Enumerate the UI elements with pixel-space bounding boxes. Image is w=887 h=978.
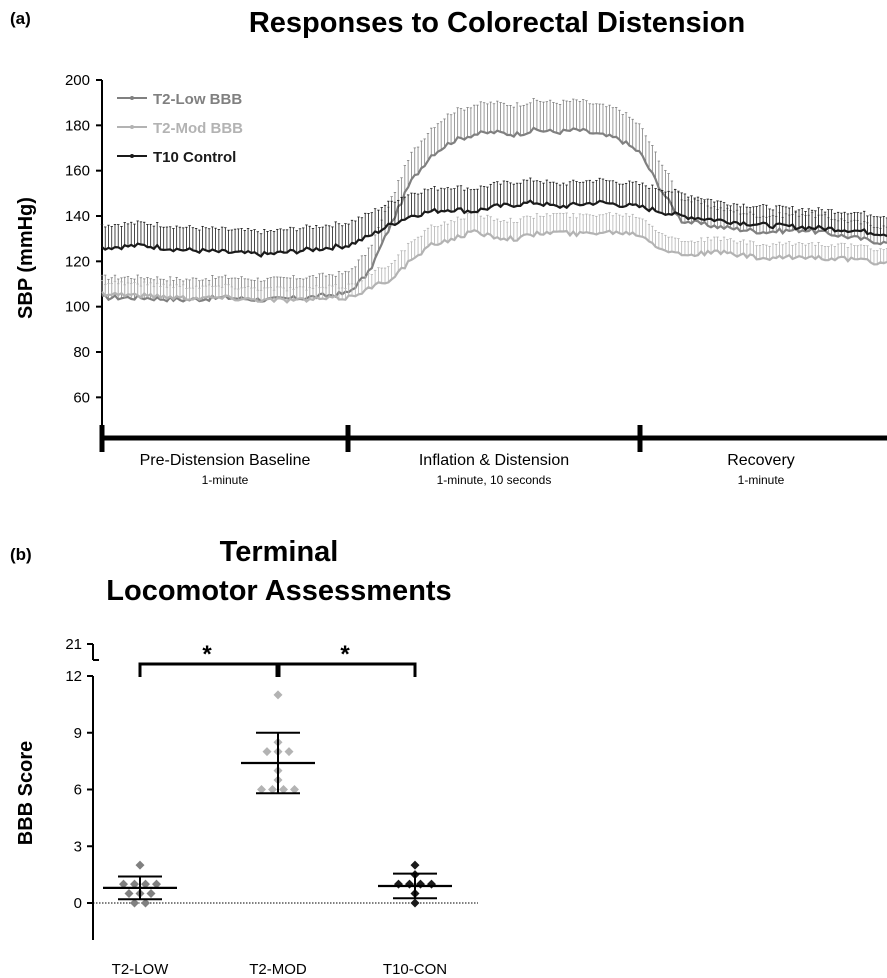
category-label-t2-mod: T2-MOD xyxy=(249,961,307,978)
panel-a-letter: (a) xyxy=(10,9,31,28)
significance-brackets: * * xyxy=(138,641,417,677)
panel-a-axes: 60 80 100 120 140 160 180 200 xyxy=(65,72,103,430)
panel-b-ytick-label: 12 xyxy=(65,668,82,685)
phase-label-inflation: Inflation & Distension xyxy=(419,452,569,469)
data-point xyxy=(427,879,436,889)
data-point xyxy=(152,879,161,889)
group-t2-mod xyxy=(241,690,315,795)
panel-b-ytick-label: 21 xyxy=(65,636,82,653)
panel-a-ytick-label: 60 xyxy=(73,389,90,406)
phase-timeline xyxy=(99,425,887,452)
panel-a-title: Responses to Colorectal Distension xyxy=(249,7,745,39)
data-point xyxy=(119,879,128,889)
panel-a-series xyxy=(100,98,887,304)
group-t2-low xyxy=(103,860,177,908)
legend-entry-t10-control: T10 Control xyxy=(117,149,236,166)
panel-a-ytick-label: 120 xyxy=(65,253,90,270)
panel-b-title-line1: Terminal xyxy=(220,536,339,568)
legend-entry-t2-low: T2-Low BBB xyxy=(117,91,242,108)
data-point xyxy=(141,879,150,889)
data-point xyxy=(124,889,134,899)
data-point xyxy=(410,898,420,908)
panel-a-ytick-label: 100 xyxy=(65,299,90,316)
legend-label-t10-control: T10 Control xyxy=(153,149,236,166)
data-point xyxy=(135,860,145,870)
panel-b: (b) Terminal Locomotor Assessments BBB S… xyxy=(10,536,478,978)
legend-label-t2-low: T2-Low BBB xyxy=(153,91,242,108)
phase-sublabel-inflation: 1-minute, 10 seconds xyxy=(437,473,552,487)
data-point xyxy=(394,879,403,889)
panel-b-axes: 0 3 6 9 12 21 T2-LOW T2-MOD T10-CON xyxy=(65,636,478,978)
phase-sublabel-recovery: 1-minute xyxy=(738,473,785,487)
data-point xyxy=(130,879,139,889)
panel-a-ytick-label: 200 xyxy=(65,72,90,89)
panel-b-data xyxy=(103,690,452,908)
legend-entry-t2-mod: T2-Mod BBB xyxy=(117,120,243,137)
panel-b-ytick-label: 6 xyxy=(74,782,82,799)
bracket-low-mod xyxy=(138,662,279,677)
data-point xyxy=(410,860,420,870)
data-point xyxy=(416,879,425,889)
data-point xyxy=(146,889,156,899)
panel-a-ytick-label: 80 xyxy=(73,344,90,361)
panel-b-ylabel: BBB Score xyxy=(15,741,37,845)
data-point xyxy=(290,785,299,794)
series-t2-mod-bbb xyxy=(100,211,887,304)
series-line xyxy=(101,199,887,258)
sig-star-low-mod: * xyxy=(202,641,212,668)
phase-sublabel-baseline: 1-minute xyxy=(202,473,249,487)
panel-b-title-line2: Locomotor Assessments xyxy=(106,575,451,607)
data-point xyxy=(273,690,283,700)
sig-star-mod-con: * xyxy=(340,641,350,668)
panel-a: (a) Responses to Colorectal Distension S… xyxy=(10,7,887,487)
panel-b-ytick-label: 9 xyxy=(74,725,82,742)
phase-label-baseline: Pre-Distension Baseline xyxy=(140,452,311,469)
data-point xyxy=(130,898,139,908)
legend-label-t2-mod: T2-Mod BBB xyxy=(153,120,243,137)
panel-a-legend: T2-Low BBB T2-Mod BBB T10 Control xyxy=(117,91,243,166)
panel-b-letter: (b) xyxy=(10,545,32,564)
phase-label-recovery: Recovery xyxy=(727,452,795,469)
category-label-t10-con: T10-CON xyxy=(383,961,447,978)
data-point xyxy=(257,785,266,794)
bracket-mod-con xyxy=(277,662,417,677)
panel-a-ytick-label: 160 xyxy=(65,163,90,180)
panel-b-ytick-label: 0 xyxy=(74,895,82,912)
data-point xyxy=(284,747,294,757)
data-point xyxy=(405,879,414,889)
category-label-t2-low: T2-LOW xyxy=(112,961,170,978)
panel-a-ylabel: SBP (mmHg) xyxy=(15,197,37,319)
panel-a-ytick-label: 140 xyxy=(65,208,90,225)
data-point xyxy=(279,785,288,794)
panel-a-ytick-label: 180 xyxy=(65,117,90,134)
data-point xyxy=(141,898,150,908)
series-t10-control xyxy=(100,177,887,258)
group-t10-con xyxy=(378,860,452,908)
phase-labels: Pre-Distension Baseline 1-minute Inflati… xyxy=(140,452,795,487)
data-point xyxy=(268,785,277,794)
series-line xyxy=(101,229,887,304)
data-point xyxy=(262,747,272,757)
panel-b-ytick-label: 3 xyxy=(74,838,82,855)
